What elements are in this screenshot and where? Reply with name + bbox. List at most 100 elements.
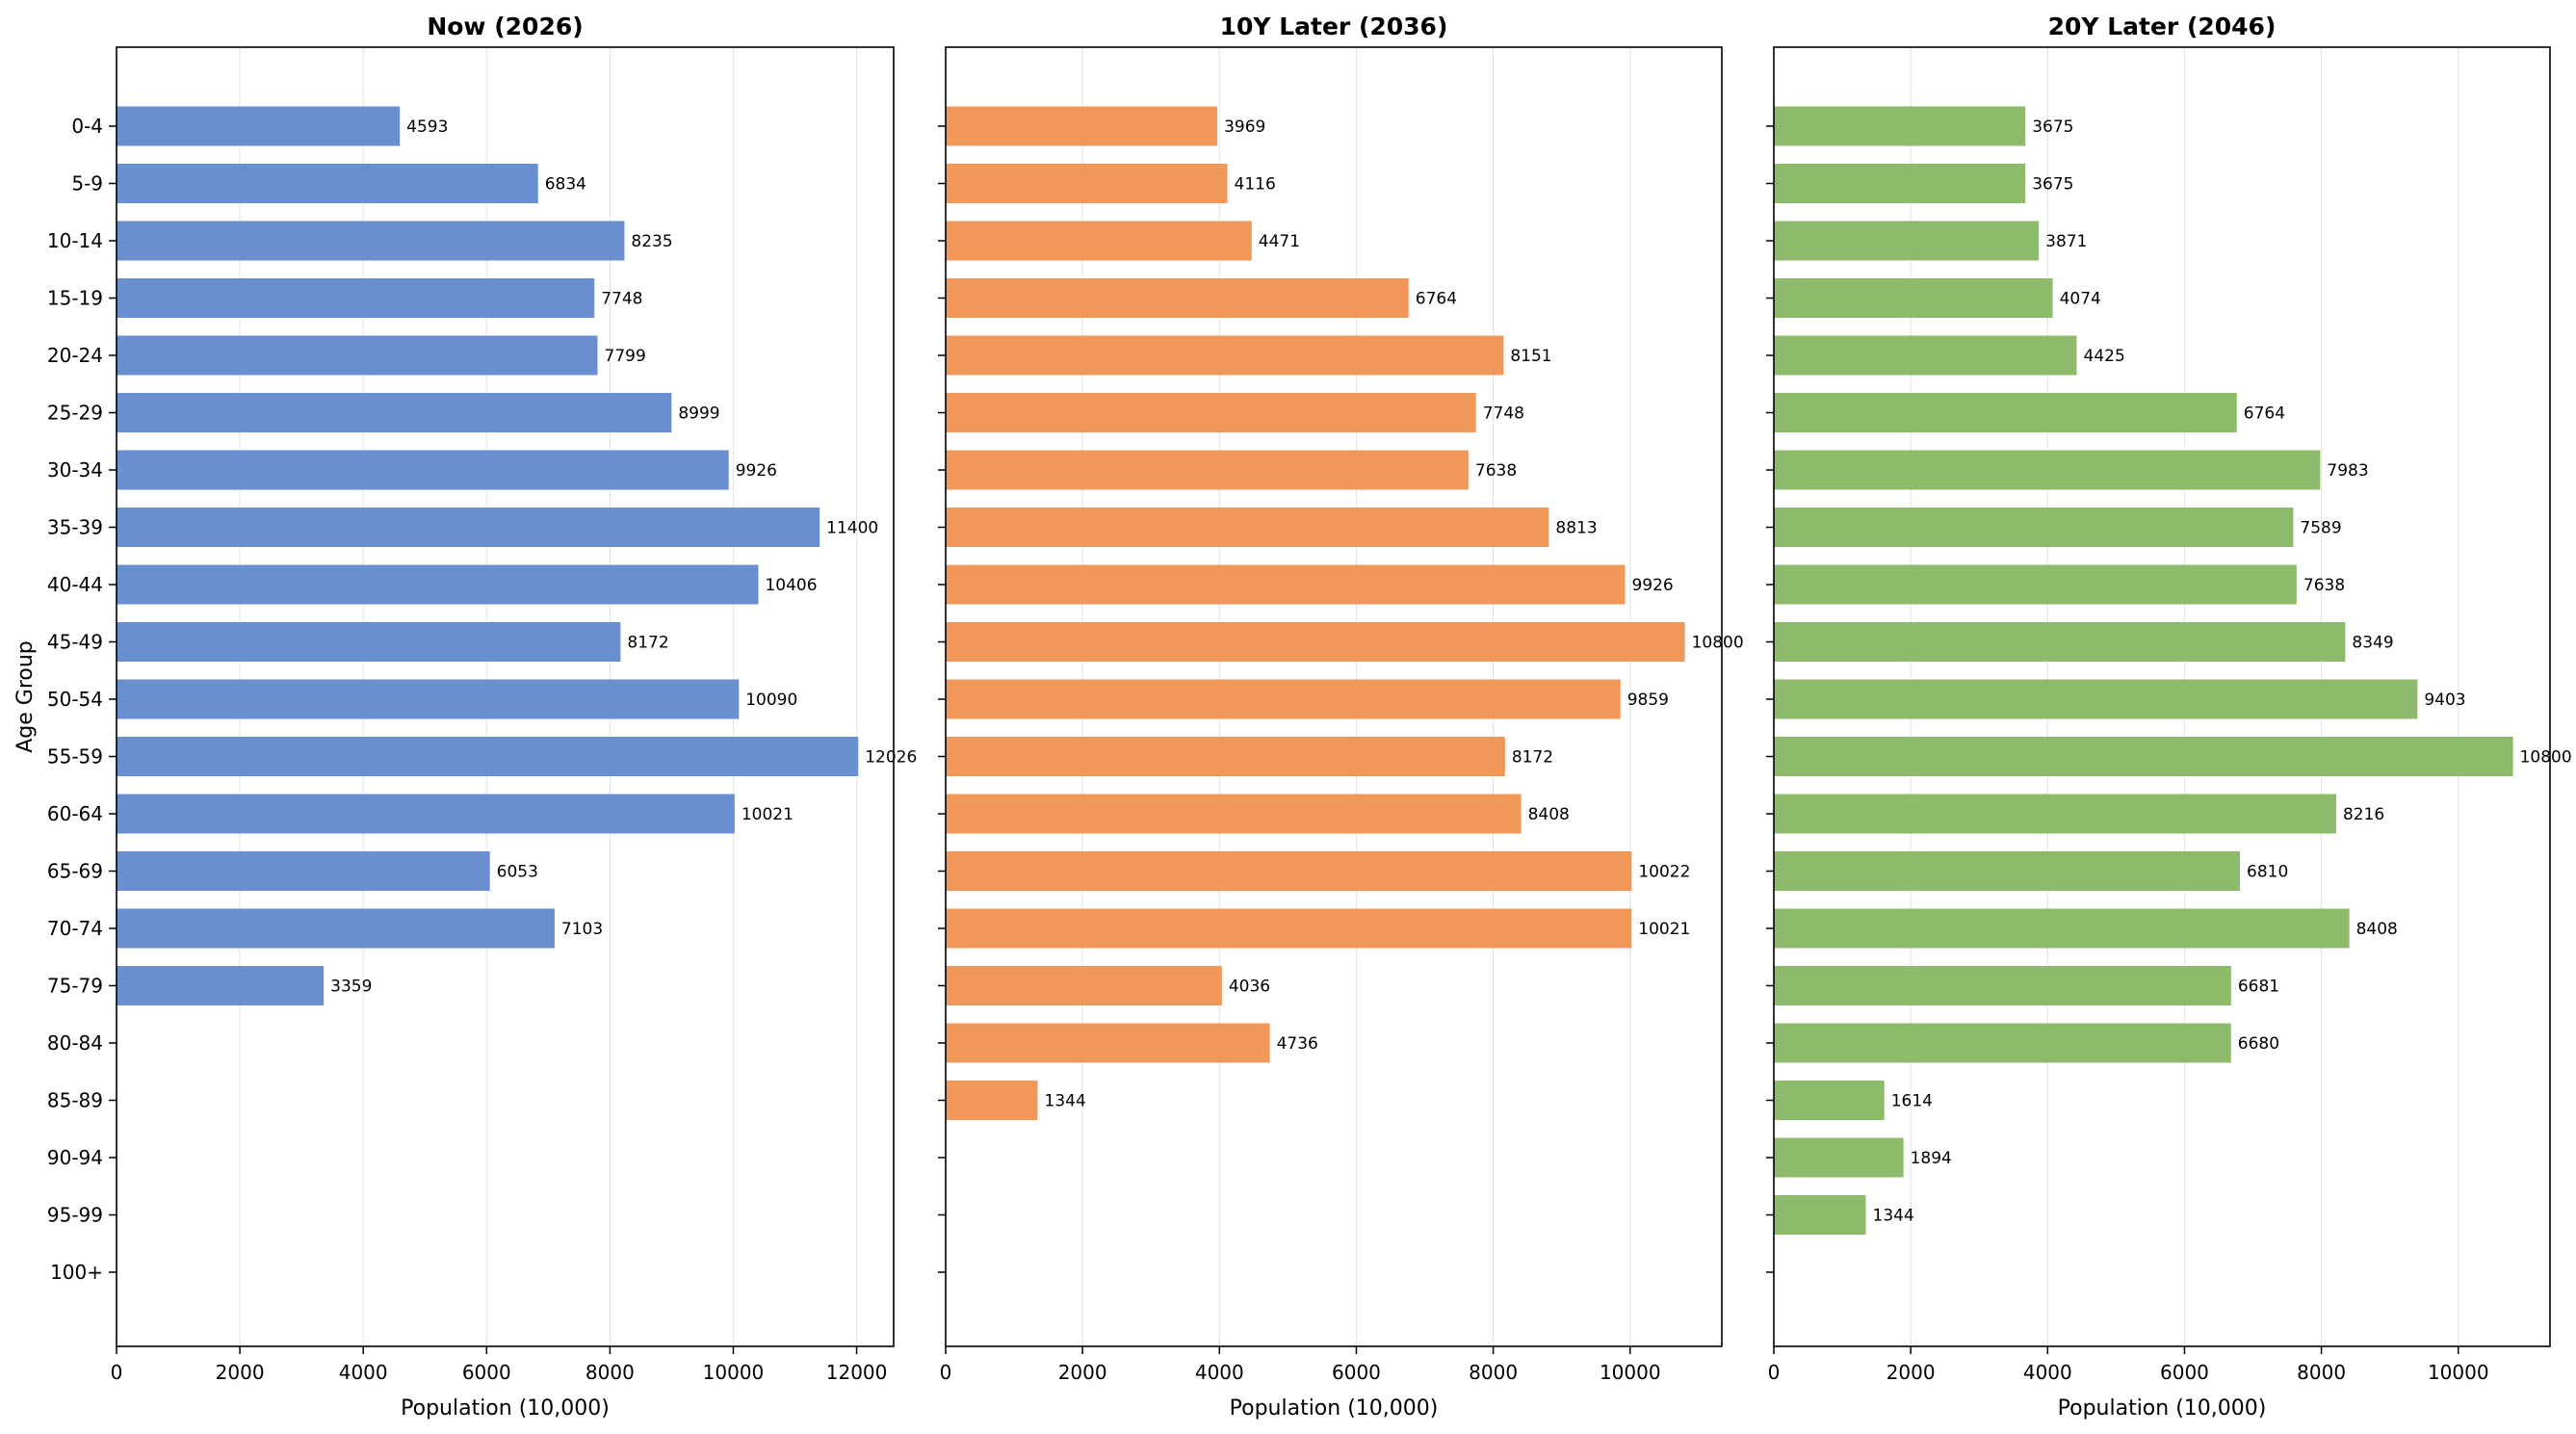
bar-value-label: 8151 <box>1510 347 1551 366</box>
bar-value-label: 8235 <box>631 232 672 251</box>
panel-1: 0 2000 4000 6000 8000 10000 12000 0-4 5-9 10-14 15… <box>13 13 917 1421</box>
y-tick-label: 90-94 <box>47 1146 103 1169</box>
bar-value-label: 4593 <box>406 117 448 137</box>
x-tick-label: 6000 <box>462 1361 511 1384</box>
bar <box>1774 737 2513 776</box>
plot-frame <box>116 46 895 1347</box>
bar-value-label: 4036 <box>1229 978 1270 997</box>
y-tick-label: 60-64 <box>47 802 103 825</box>
bar <box>117 564 759 605</box>
bar <box>946 221 1252 261</box>
y-tick-label: 70-74 <box>47 917 103 940</box>
bar <box>946 1081 1038 1120</box>
bar-value-label: 7983 <box>2327 461 2368 481</box>
bar-value-label: 8172 <box>1512 748 1553 768</box>
x-tick-label: 12000 <box>826 1361 888 1384</box>
bar <box>946 508 1549 547</box>
bar-value-label: 1614 <box>1891 1092 1933 1111</box>
panel-3: 0 2000 4000 6000 8000 10000 3675 3675 3871 4074 44… <box>1766 13 2572 1421</box>
x-axis-label: Population (10,000) <box>2058 1396 2267 1421</box>
x-tick-label: 4000 <box>339 1361 388 1384</box>
bar <box>946 908 1632 949</box>
bar-value-label: 8172 <box>627 634 668 653</box>
bar <box>946 564 1626 605</box>
bar <box>1774 508 2294 547</box>
bar-value-label: 1894 <box>1911 1149 1952 1168</box>
bar <box>946 794 1522 834</box>
bar-value-label: 7799 <box>605 347 646 366</box>
bar <box>117 450 729 490</box>
x-axis-label: Population (10,000) <box>401 1396 610 1421</box>
bar-value-label: 7748 <box>601 290 642 309</box>
bar-value-label: 7638 <box>1475 461 1517 481</box>
bar-value-label: 7748 <box>1483 404 1524 424</box>
x-tick-label: 0 <box>940 1361 952 1384</box>
bar <box>1774 851 2241 891</box>
bar-value-label: 4425 <box>2084 347 2125 366</box>
bar-value-label: 10800 <box>2520 748 2572 768</box>
y-tick-label: 50-54 <box>47 688 103 711</box>
bar-value-label: 6681 <box>2238 978 2279 997</box>
bar <box>117 106 401 146</box>
bar-value-label: 6810 <box>2247 863 2288 882</box>
x-axis-label: Population (10,000) <box>1230 1396 1439 1421</box>
bar <box>946 106 1218 146</box>
bar-value-label: 8408 <box>2356 920 2398 939</box>
bar <box>117 622 621 662</box>
bar-value-label: 9926 <box>1631 576 1673 595</box>
bar-value-label: 8349 <box>2352 634 2393 653</box>
bar <box>1774 278 2053 318</box>
x-tick-label: 0 <box>1768 1361 1781 1384</box>
bar-value-label: 3675 <box>2032 117 2073 137</box>
bar-value-label: 10090 <box>745 691 797 710</box>
bar <box>117 508 820 547</box>
bar-value-label: 10021 <box>1638 920 1690 939</box>
panel-title: Now (2026) <box>427 13 583 40</box>
bar <box>946 450 1469 490</box>
plot-frame <box>945 46 1723 1347</box>
x-tick-label: 8000 <box>585 1361 635 1384</box>
x-tick-label: 10000 <box>2428 1361 2489 1384</box>
bar <box>946 1023 1270 1063</box>
bar-value-label: 3359 <box>330 978 372 997</box>
bar <box>1774 450 2321 490</box>
y-tick-label: 80-84 <box>47 1031 103 1055</box>
bar <box>1774 1081 1885 1120</box>
y-tick-label: 85-89 <box>47 1089 103 1112</box>
bar-value-label: 10406 <box>765 576 817 595</box>
bar <box>117 679 740 719</box>
bar <box>1774 335 2077 376</box>
y-tick-label: 35-39 <box>47 516 103 539</box>
bar <box>1774 622 2346 662</box>
bar <box>1774 221 2040 261</box>
bar-value-label: 7103 <box>561 920 603 939</box>
x-tick-label: 8000 <box>1469 1361 1518 1384</box>
bar <box>946 622 1685 662</box>
bar <box>946 851 1632 891</box>
y-axis-label: Age Group <box>13 640 38 753</box>
bar-value-label: 3871 <box>2045 232 2087 251</box>
bar-value-label: 6053 <box>497 863 538 882</box>
x-tick-label: 6000 <box>2160 1361 2209 1384</box>
y-tick-label: 45-49 <box>47 631 103 654</box>
bar <box>1774 1023 2231 1063</box>
bar <box>1774 908 2350 949</box>
y-tick-label: 30-34 <box>47 458 103 482</box>
bar <box>946 737 1505 776</box>
bar <box>117 851 490 891</box>
bar <box>117 908 555 949</box>
bar-value-label: 6764 <box>1416 290 1457 309</box>
x-tick-label: 10000 <box>703 1361 765 1384</box>
bar <box>117 393 672 432</box>
bar-value-label: 10021 <box>742 805 794 824</box>
bar <box>1774 164 2026 203</box>
bar-value-label: 8999 <box>678 404 719 424</box>
bar <box>946 335 1504 376</box>
panel-2: 0 2000 4000 6000 8000 10000 3969 4116 4471 6764 81… <box>938 13 1744 1421</box>
x-tick-label: 4000 <box>2023 1361 2072 1384</box>
bar-value-label: 3675 <box>2032 175 2073 195</box>
y-tick-label: 5-9 <box>71 172 103 196</box>
bar-value-label: 4116 <box>1235 175 1276 195</box>
bar <box>1774 106 2026 146</box>
